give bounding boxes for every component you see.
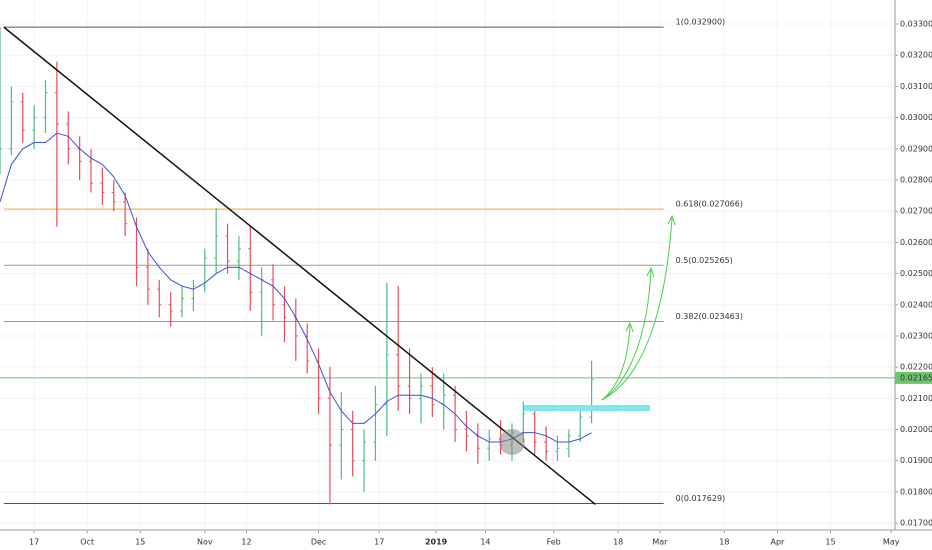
ohlc-bar — [589, 360, 594, 424]
ohlc-bar — [384, 282, 389, 436]
x-tick-label: Dec — [311, 538, 326, 547]
ohlc-bar — [373, 385, 378, 461]
x-tick-label: 18 — [613, 538, 623, 547]
ohlc-bar — [418, 373, 423, 424]
x-tick-label: 18 — [719, 538, 729, 547]
ohlc-bar — [407, 348, 412, 414]
ohlc-bar — [282, 286, 287, 343]
ohlc-bar — [157, 279, 162, 318]
ohlc-bar — [464, 410, 469, 452]
ohlc-bar — [544, 426, 549, 461]
ohlc-bar — [214, 208, 219, 274]
ohlc-bar — [225, 223, 230, 274]
x-tick-label: Apr — [771, 538, 786, 547]
ohlc-bar — [578, 410, 583, 443]
ohlc-bar — [350, 410, 355, 477]
ohlc-bar — [54, 61, 59, 227]
fib-label: 0.5(0.025265) — [676, 256, 733, 265]
x-tick-label: 12 — [241, 538, 251, 547]
fib-label: 1(0.032900) — [676, 18, 726, 27]
ohlc-bar — [430, 367, 435, 418]
x-tick-label: 2019 — [425, 538, 448, 547]
ohlc-bar — [248, 226, 253, 312]
x-tick-label: 17 — [374, 538, 384, 547]
x-tick-label: Mar — [652, 538, 668, 547]
ohlc-bar — [111, 179, 116, 212]
x-tick-label: 15 — [825, 538, 835, 547]
fib-label: 0.382(0.023463) — [676, 312, 743, 321]
x-tick-label: 14 — [480, 538, 490, 547]
ohlc-bar — [191, 279, 196, 312]
ohlc-bar — [145, 248, 150, 305]
ohlc-bar — [0, 27, 2, 174]
arrow — [601, 217, 673, 401]
ohlc-bar — [202, 248, 207, 293]
arrow — [601, 324, 631, 401]
y-tick-label: 0.033000 — [900, 20, 932, 29]
last-price-tag — [895, 371, 932, 384]
ohlc-bar — [89, 148, 94, 193]
ohlc-bar — [20, 92, 25, 143]
resistance-zone — [524, 405, 650, 411]
last-price-label: 0.021656 — [900, 373, 932, 382]
fib-label: 0(0.017629) — [676, 494, 726, 503]
ohlc-bar — [236, 236, 241, 280]
x-tick-label: May — [883, 538, 900, 547]
ohlc-bar — [327, 367, 332, 505]
ohlc-bar — [487, 429, 492, 461]
ohlc-bar — [555, 435, 560, 461]
ohlc-bar — [396, 286, 401, 411]
x-tick-label: 17 — [29, 538, 39, 547]
arrow-heads — [625, 214, 676, 333]
ohlc-bar — [362, 429, 367, 492]
x-tick-label: 15 — [135, 538, 145, 547]
ohlc-bar — [339, 392, 344, 480]
highlight-circle — [499, 429, 525, 455]
ohlc-bar — [9, 86, 14, 156]
projection-arrows — [601, 214, 676, 401]
x-tick-label: Oct — [80, 538, 94, 547]
ohlc-bar — [66, 111, 71, 165]
ohlc-bar — [168, 292, 173, 327]
ohlc-bar — [180, 286, 185, 318]
fib-label: 0.618(0.027066) — [676, 200, 743, 209]
x-tick-label: Nov — [197, 538, 213, 547]
ohlc-bar — [100, 167, 105, 205]
ohlc-bar — [271, 264, 276, 321]
x-tick-label: Feb — [547, 538, 561, 547]
ohlc-bar — [566, 429, 571, 458]
trendline — [3, 26, 596, 506]
ohlc-bar — [532, 407, 537, 455]
ohlc-bar — [123, 192, 128, 237]
arrow — [601, 269, 652, 401]
ohlc-bar — [43, 80, 48, 134]
ohlc-bar — [32, 105, 37, 149]
moving-average — [0, 132, 592, 443]
